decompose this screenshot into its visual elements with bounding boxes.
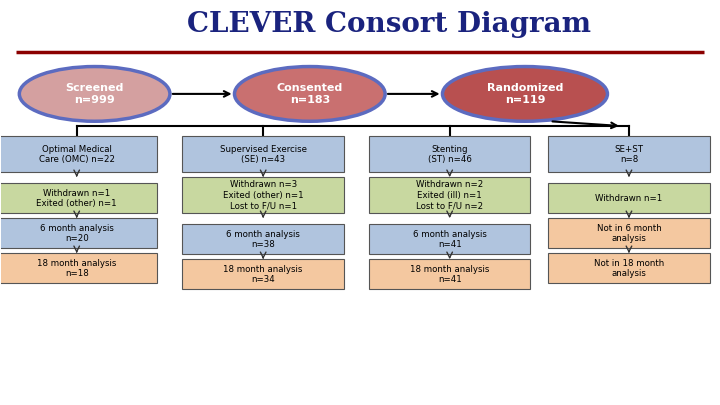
Ellipse shape bbox=[443, 66, 608, 121]
FancyBboxPatch shape bbox=[548, 218, 710, 248]
FancyBboxPatch shape bbox=[369, 259, 531, 290]
Text: SE+ST
n=8: SE+ST n=8 bbox=[614, 145, 644, 164]
FancyBboxPatch shape bbox=[182, 259, 344, 290]
Text: 6 month analysis
n=41: 6 month analysis n=41 bbox=[413, 230, 487, 249]
Text: 6 month analysis
n=38: 6 month analysis n=38 bbox=[226, 230, 300, 249]
Text: 18 month analysis
n=18: 18 month analysis n=18 bbox=[37, 258, 117, 278]
Text: Withdrawn n=3
Exited (other) n=1
Lost to F/U n=1: Withdrawn n=3 Exited (other) n=1 Lost to… bbox=[223, 180, 304, 210]
FancyBboxPatch shape bbox=[369, 224, 531, 254]
Text: Not in 18 month
analysis: Not in 18 month analysis bbox=[594, 258, 664, 278]
FancyBboxPatch shape bbox=[0, 253, 158, 284]
Ellipse shape bbox=[235, 66, 385, 121]
FancyBboxPatch shape bbox=[548, 183, 710, 213]
FancyBboxPatch shape bbox=[0, 218, 158, 248]
Text: Withdrawn n=1: Withdrawn n=1 bbox=[595, 194, 662, 203]
Text: Withdrawn n=2
Exited (ill) n=1
Lost to F/U n=2: Withdrawn n=2 Exited (ill) n=1 Lost to F… bbox=[416, 180, 483, 210]
FancyBboxPatch shape bbox=[369, 177, 531, 213]
Text: Stenting
(ST) n=46: Stenting (ST) n=46 bbox=[428, 145, 472, 164]
Text: Consented
n=183: Consented n=183 bbox=[276, 83, 343, 105]
Ellipse shape bbox=[19, 66, 170, 121]
FancyBboxPatch shape bbox=[548, 136, 710, 173]
FancyBboxPatch shape bbox=[548, 253, 710, 284]
FancyBboxPatch shape bbox=[182, 136, 344, 173]
Text: Optimal Medical
Care (OMC) n=22: Optimal Medical Care (OMC) n=22 bbox=[39, 145, 114, 164]
Text: Randomized
n=119: Randomized n=119 bbox=[487, 83, 563, 105]
Text: Withdrawn n=1
Exited (other) n=1: Withdrawn n=1 Exited (other) n=1 bbox=[37, 189, 117, 208]
FancyBboxPatch shape bbox=[369, 136, 531, 173]
FancyBboxPatch shape bbox=[0, 136, 158, 173]
Text: 18 month analysis
n=41: 18 month analysis n=41 bbox=[410, 264, 490, 284]
Text: Not in 6 month
analysis: Not in 6 month analysis bbox=[597, 224, 662, 243]
Text: 18 month analysis
n=34: 18 month analysis n=34 bbox=[223, 264, 303, 284]
Text: Supervised Exercise
(SE) n=43: Supervised Exercise (SE) n=43 bbox=[220, 145, 307, 164]
FancyBboxPatch shape bbox=[0, 183, 158, 213]
Text: 6 month analysis
n=20: 6 month analysis n=20 bbox=[40, 224, 114, 243]
Text: Screened
n=999: Screened n=999 bbox=[66, 83, 124, 105]
FancyBboxPatch shape bbox=[182, 224, 344, 254]
FancyBboxPatch shape bbox=[182, 177, 344, 213]
Text: CLEVER Consort Diagram: CLEVER Consort Diagram bbox=[186, 11, 590, 38]
